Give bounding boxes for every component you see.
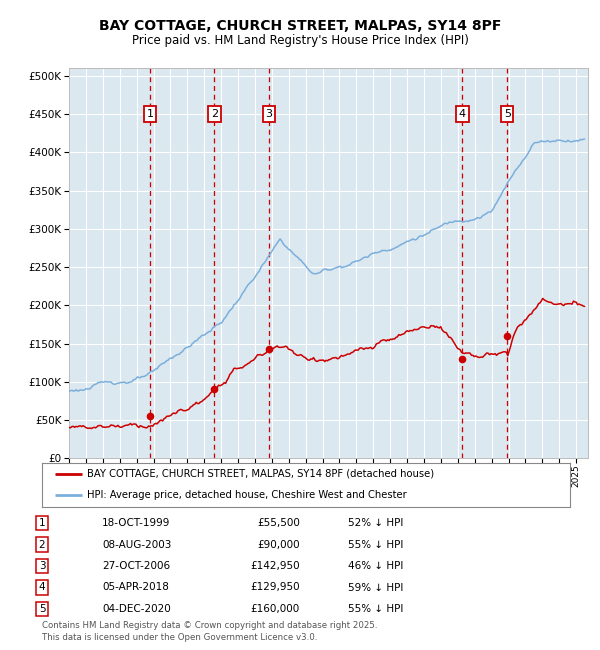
Text: BAY COTTAGE, CHURCH STREET, MALPAS, SY14 8PF: BAY COTTAGE, CHURCH STREET, MALPAS, SY14…: [99, 19, 501, 33]
Text: £142,950: £142,950: [250, 561, 300, 571]
Text: 2: 2: [38, 540, 46, 549]
Text: HPI: Average price, detached house, Cheshire West and Chester: HPI: Average price, detached house, Ches…: [87, 489, 407, 500]
Text: 3: 3: [38, 561, 46, 571]
Text: 05-APR-2018: 05-APR-2018: [102, 582, 169, 592]
Text: 2: 2: [211, 109, 218, 119]
Text: £55,500: £55,500: [257, 518, 300, 528]
Text: 5: 5: [38, 604, 46, 614]
Text: £90,000: £90,000: [257, 540, 300, 549]
Text: 46% ↓ HPI: 46% ↓ HPI: [348, 561, 403, 571]
Text: 08-AUG-2003: 08-AUG-2003: [102, 540, 172, 549]
Text: Contains HM Land Registry data © Crown copyright and database right 2025.
This d: Contains HM Land Registry data © Crown c…: [42, 621, 377, 642]
Text: 18-OCT-1999: 18-OCT-1999: [102, 518, 170, 528]
Text: 4: 4: [38, 582, 46, 592]
Text: 04-DEC-2020: 04-DEC-2020: [102, 604, 171, 614]
Text: 55% ↓ HPI: 55% ↓ HPI: [348, 540, 403, 549]
Text: 5: 5: [503, 109, 511, 119]
Text: 52% ↓ HPI: 52% ↓ HPI: [348, 518, 403, 528]
Text: 59% ↓ HPI: 59% ↓ HPI: [348, 582, 403, 592]
Text: 1: 1: [38, 518, 46, 528]
Text: £160,000: £160,000: [251, 604, 300, 614]
Text: 27-OCT-2006: 27-OCT-2006: [102, 561, 170, 571]
Text: 4: 4: [458, 109, 466, 119]
Text: Price paid vs. HM Land Registry's House Price Index (HPI): Price paid vs. HM Land Registry's House …: [131, 34, 469, 47]
Text: BAY COTTAGE, CHURCH STREET, MALPAS, SY14 8PF (detached house): BAY COTTAGE, CHURCH STREET, MALPAS, SY14…: [87, 469, 434, 479]
Text: 1: 1: [146, 109, 154, 119]
Text: £129,950: £129,950: [250, 582, 300, 592]
Text: 55% ↓ HPI: 55% ↓ HPI: [348, 604, 403, 614]
Text: 3: 3: [265, 109, 272, 119]
